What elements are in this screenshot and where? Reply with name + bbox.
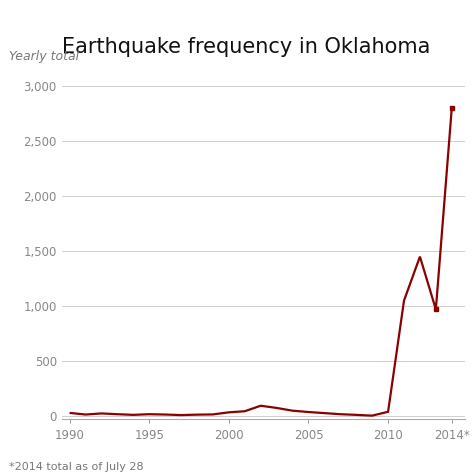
Text: Earthquake frequency in Oklahoma: Earthquake frequency in Oklahoma [62,37,430,57]
Text: *2014 total as of July 28: *2014 total as of July 28 [9,462,144,472]
Text: Yearly total: Yearly total [9,50,80,63]
